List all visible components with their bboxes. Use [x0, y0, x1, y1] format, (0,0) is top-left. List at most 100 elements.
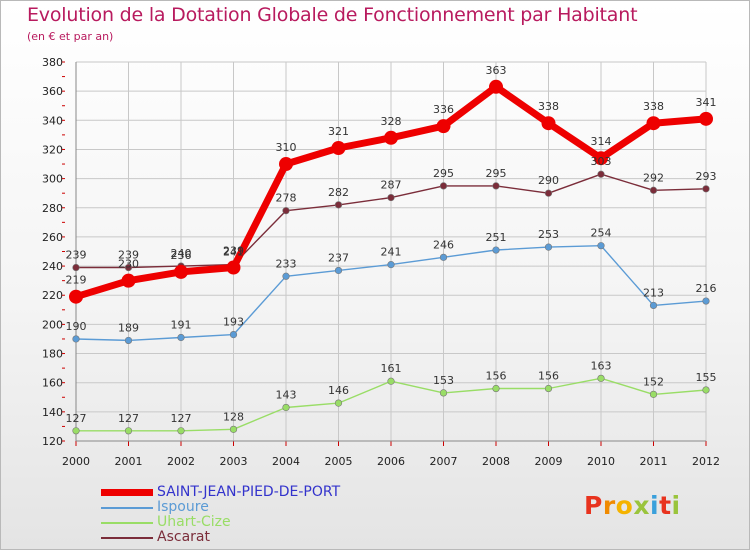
x-tick-label: 2012: [692, 455, 720, 468]
data-point-saint-jean-pied-de-port: [699, 111, 713, 126]
data-point-uhart-cize: [124, 427, 133, 435]
data-label-ispoure: 213: [643, 286, 664, 299]
x-tick-label: 2007: [430, 455, 458, 468]
y-tick-label: 220: [42, 289, 63, 302]
data-point-ispoure: [229, 330, 238, 339]
data-point-uhart-cize: [177, 427, 185, 435]
legend: SAINT-JEAN-PIED-DE-PORT Ispoure Uhart-Cize…: [101, 485, 340, 545]
data-label-saint-jean-pied-de-port: 236: [171, 249, 192, 262]
data-label-uhart-cize: 127: [171, 412, 192, 425]
data-point-ascarat: [334, 201, 343, 209]
data-label-ascarat: 295: [486, 167, 507, 180]
data-labels: 219 230 236 239 310 321 328 336 363 338 314 338 341 1…: [66, 64, 717, 425]
data-point-ispoure: [334, 266, 343, 275]
data-label-ascarat: 241: [223, 246, 244, 259]
logo-letter: o: [615, 491, 634, 520]
legend-item-uhart-cize: Uhart-Cize: [101, 515, 340, 530]
data-label-uhart-cize: 153: [433, 374, 454, 387]
data-label-saint-jean-pied-de-port: 328: [381, 115, 402, 128]
x-tick-label: 2011: [640, 455, 668, 468]
data-label-ispoure: 233: [276, 257, 297, 270]
data-point-saint-jean-pied-de-port: [384, 130, 398, 145]
x-tick-label: 2005: [325, 455, 353, 468]
data-label-saint-jean-pied-de-port: 230: [118, 258, 139, 271]
data-point-saint-jean-pied-de-port: [594, 151, 608, 166]
data-point-saint-jean-pied-de-port: [174, 264, 188, 279]
x-tick-label: 2008: [482, 455, 510, 468]
x-tick-label: 2001: [115, 455, 143, 468]
data-label-ispoure: 246: [433, 238, 454, 251]
x-tick-label: 2003: [220, 455, 248, 468]
data-label-saint-jean-pied-de-port: 336: [433, 103, 454, 116]
data-label-uhart-cize: 155: [696, 371, 717, 384]
data-point-ascarat: [544, 189, 553, 197]
data-point-uhart-cize: [492, 384, 500, 393]
data-label-ascarat: 282: [328, 186, 349, 199]
data-label-ascarat: 295: [433, 167, 454, 180]
data-label-ascarat: 303: [591, 155, 612, 168]
data-point-ispoure: [177, 333, 185, 342]
data-label-ispoure: 189: [118, 321, 139, 334]
logo-letter: x: [633, 491, 650, 520]
logo-letter: t: [659, 491, 672, 520]
y-tick-label: 240: [42, 260, 63, 273]
data-point-saint-jean-pied-de-port: [226, 260, 241, 275]
data-label-uhart-cize: 143: [276, 388, 297, 401]
legend-swatch: [101, 521, 153, 524]
data-label-uhart-cize: 163: [591, 359, 612, 372]
y-tick-label: 340: [42, 114, 63, 127]
data-label-ispoure: 190: [66, 320, 87, 333]
legend-swatch: [101, 536, 153, 539]
data-label-ispoure: 237: [328, 251, 349, 264]
data-label-ascarat: 293: [696, 170, 717, 183]
data-point-saint-jean-pied-de-port: [489, 79, 503, 94]
data-point-saint-jean-pied-de-port: [541, 116, 556, 131]
data-label-saint-jean-pied-de-port: 363: [486, 64, 507, 77]
data-point-ispoure: [597, 242, 605, 250]
data-label-saint-jean-pied-de-port: 338: [643, 100, 664, 113]
data-point-uhart-cize: [649, 390, 658, 398]
data-point-ispoure: [702, 297, 710, 305]
data-label-ispoure: 191: [171, 319, 192, 332]
data-point-saint-jean-pied-de-port: [279, 157, 293, 172]
data-point-ascarat: [72, 263, 80, 272]
data-point-ispoure: [282, 272, 290, 280]
data-label-uhart-cize: 156: [486, 370, 507, 383]
data-point-saint-jean-pied-de-port: [331, 141, 346, 156]
y-tick-label: 300: [42, 173, 63, 186]
y-tick-label: 360: [42, 85, 63, 98]
legend-item-ascarat: Ascarat: [101, 530, 340, 545]
data-label-uhart-cize: 127: [118, 412, 139, 425]
series-layer: [69, 79, 713, 435]
axes: 120 140 160 180 200 220 240 260 280 300 320 340 360 3…: [42, 56, 720, 468]
data-point-saint-jean-pied-de-port: [646, 116, 661, 131]
data-label-saint-jean-pied-de-port: 338: [538, 100, 559, 113]
legend-swatch: [101, 489, 153, 496]
data-label-uhart-cize: 152: [643, 375, 664, 388]
data-point-uhart-cize: [439, 389, 448, 397]
legend-label: Uhart-Cize: [157, 514, 231, 530]
data-point-ispoure: [649, 301, 658, 310]
data-point-ascarat: [387, 193, 395, 202]
data-point-saint-jean-pied-de-port: [69, 289, 83, 304]
y-tick-label: 260: [42, 231, 63, 244]
y-tick-label: 180: [42, 348, 63, 361]
y-tick-label: 380: [42, 56, 63, 69]
y-tick-label: 280: [42, 202, 63, 215]
data-point-ascarat: [597, 170, 605, 178]
data-point-ispoure: [439, 253, 448, 261]
data-label-saint-jean-pied-de-port: 239: [223, 245, 244, 258]
chart-subtitle: (en € et par an): [27, 30, 114, 43]
data-point-ispoure: [124, 336, 133, 345]
logo-letter: i: [671, 491, 681, 520]
data-label-ascarat: 239: [118, 249, 139, 262]
data-label-uhart-cize: 156: [538, 370, 559, 383]
x-tick-label: 2006: [377, 455, 405, 468]
data-point-uhart-cize: [544, 384, 553, 393]
y-tick-label: 320: [42, 143, 63, 156]
chart-title: Evolution de la Dotation Globale de Fonc…: [27, 4, 638, 26]
data-label-ispoure: 251: [486, 231, 507, 244]
data-point-ispoure: [387, 261, 395, 269]
data-label-saint-jean-pied-de-port: 321: [328, 125, 349, 138]
